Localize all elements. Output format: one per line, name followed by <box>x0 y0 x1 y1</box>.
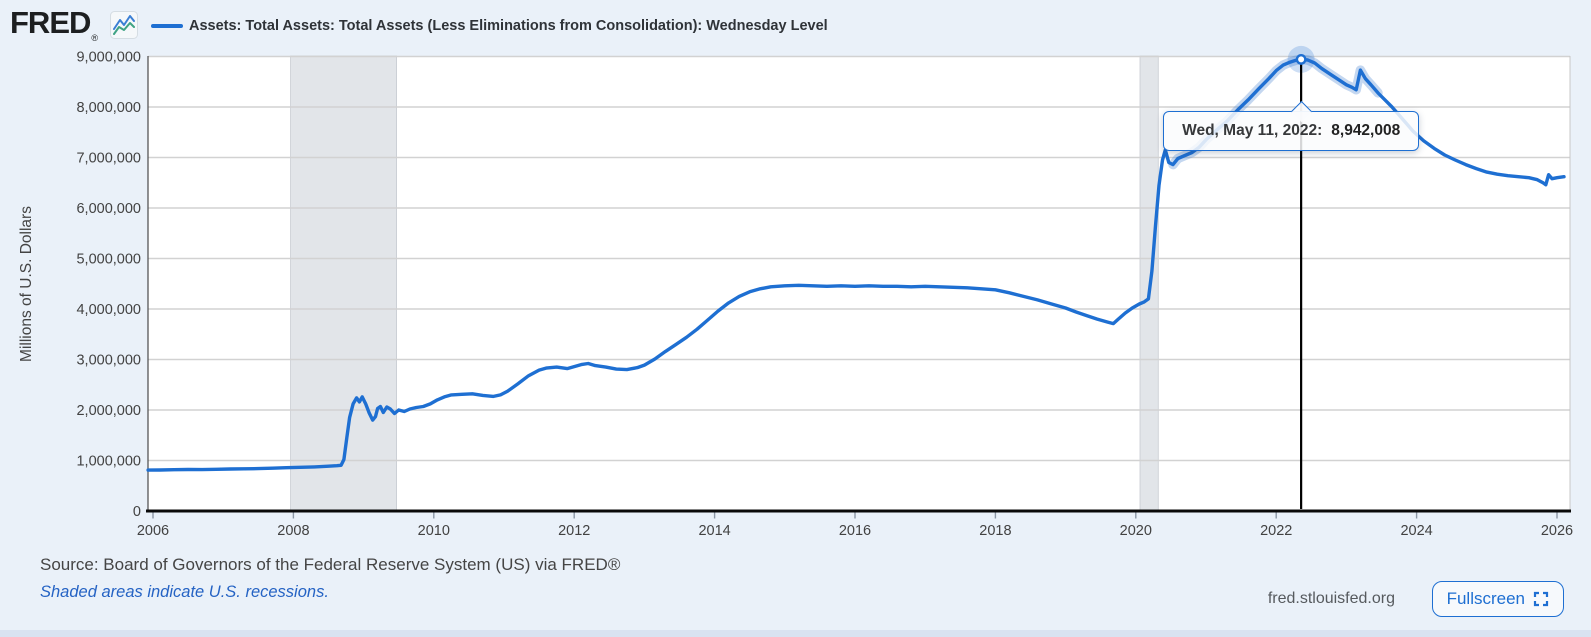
y-tick-label: 7,000,000 <box>76 151 141 167</box>
point-marker[interactable] <box>1295 54 1307 65</box>
bottom-strip <box>0 630 1591 637</box>
x-tick-label: 2010 <box>418 523 450 539</box>
y-tick-label: 0 <box>133 504 141 520</box>
x-tick-label: 2024 <box>1400 523 1432 539</box>
x-tick-label: 2020 <box>1120 523 1152 539</box>
fullscreen-button[interactable]: Fullscreen <box>1431 581 1564 617</box>
y-tick-label: 8,000,000 <box>76 100 141 116</box>
y-tick-label: 6,000,000 <box>76 201 141 217</box>
series-line[interactable] <box>146 57 1566 472</box>
x-tick-label: 2016 <box>839 523 871 539</box>
x-tick-label: 2006 <box>137 523 169 539</box>
y-tick-label: 3,000,000 <box>76 353 141 369</box>
x-tick-label: 2018 <box>979 523 1011 539</box>
fullscreen-label: Fullscreen <box>1446 589 1525 608</box>
recession-note-link[interactable]: Shaded areas indicate U.S. recessions. <box>40 583 329 601</box>
y-tick-label: 2,000,000 <box>76 403 141 419</box>
source-text: Source: Board of Governors of the Federa… <box>40 555 621 574</box>
x-tick-label: 2012 <box>558 523 590 539</box>
tooltip: Wed, May 11, 2022: 8,942,008 <box>1163 101 1420 152</box>
y-tick-label: 4,000,000 <box>76 302 141 318</box>
tooltip-date: Wed, May 11, 2022: <box>1182 122 1323 140</box>
series-title: Assets: Total Assets: Total Assets (Less… <box>189 18 828 34</box>
tooltip-value: 8,942,008 <box>1331 122 1401 140</box>
fred-logo: FRED® <box>10 5 98 43</box>
x-tick-label: 2014 <box>698 523 730 539</box>
x-tick-label: 2008 <box>277 523 309 539</box>
y-tick-label: 1,000,000 <box>76 454 141 470</box>
y-tick-label: 9,000,000 <box>76 50 141 66</box>
fred-logo-chart-icon <box>110 11 138 39</box>
x-tick-label: 2026 <box>1541 523 1573 539</box>
legend-line-swatch <box>151 24 183 28</box>
fullscreen-icon <box>1533 591 1549 607</box>
recession-band <box>290 55 397 512</box>
x-tick-label: 2022 <box>1260 523 1292 539</box>
registered-mark: ® <box>91 33 98 43</box>
header: FRED® Assets: Total Assets: Total Assets… <box>0 0 1591 50</box>
fred-logo-text: FRED <box>10 5 91 40</box>
site-url: fred.stlouisfed.org <box>1267 590 1395 607</box>
y-tick-label: 5,000,000 <box>76 252 141 268</box>
